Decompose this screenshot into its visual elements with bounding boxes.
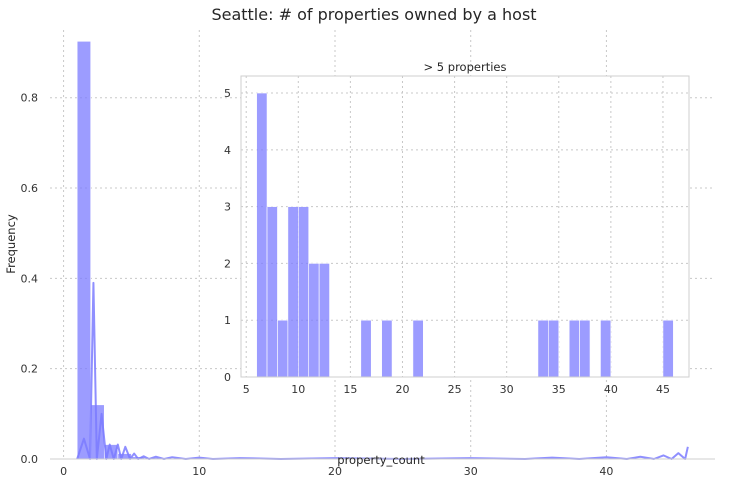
inset-x-tick-label: 40 xyxy=(604,383,618,396)
main-y-tick-label: 0.6 xyxy=(21,182,39,195)
inset-x-tick-label: 15 xyxy=(343,383,357,396)
inset-bar xyxy=(412,319,424,378)
inset-chart-title: > 5 properties xyxy=(424,60,507,74)
main-bar xyxy=(76,40,92,460)
inset-bar xyxy=(287,206,299,378)
main-y-tick-label: 0.2 xyxy=(21,363,39,376)
inset-x-tick-label: 10 xyxy=(291,383,305,396)
main-plot: 0 10 20 30 400.00.20.40.60.8 xyxy=(21,30,715,478)
inset-y-tick-label: 5 xyxy=(224,87,231,100)
main-y-tick-label: 0.4 xyxy=(21,272,39,285)
inset-x-tick-label: 5 xyxy=(243,383,250,396)
inset-bar xyxy=(360,319,372,378)
main-chart-title: Seattle: # of properties owned by a host xyxy=(211,5,536,24)
inset-bar xyxy=(277,319,289,378)
main-line-series xyxy=(76,281,689,460)
inset-bar xyxy=(537,319,549,378)
main-x-tick-label: 20 xyxy=(328,465,342,478)
inset-bar xyxy=(256,92,268,378)
inset-bar xyxy=(298,206,310,378)
inset-x-tick-label: 25 xyxy=(448,383,462,396)
inset-y-tick-label: 2 xyxy=(224,257,231,270)
main-x-axis-label: property_count xyxy=(337,453,425,467)
inset-y-tick-label: 4 xyxy=(224,144,231,157)
main-y-tick-label: 0.8 xyxy=(21,92,39,105)
inset-x-tick-label: 30 xyxy=(500,383,514,396)
inset-x-tick-label: 35 xyxy=(552,383,566,396)
inset-y-tick-label: 0 xyxy=(224,371,231,384)
main-y-tick-label: 0.0 xyxy=(21,453,39,466)
inset-bar xyxy=(318,263,330,378)
inset-bar xyxy=(308,263,320,378)
inset-bar xyxy=(579,319,591,378)
main-x-tick-label: 30 xyxy=(464,465,478,478)
main-x-tick-label: 0 xyxy=(60,465,67,478)
inset-bar xyxy=(548,319,560,378)
inset-bar xyxy=(662,319,674,378)
inset-bar xyxy=(266,206,278,378)
inset-bar xyxy=(381,319,393,378)
inset-y-tick-label: 1 xyxy=(224,314,231,327)
main-y-axis-label: Frequency xyxy=(4,214,18,274)
inset-y-tick-label: 3 xyxy=(224,201,231,214)
inset-bar xyxy=(600,319,612,378)
inset-x-tick-label: 45 xyxy=(656,383,670,396)
inset-frame xyxy=(240,75,690,378)
main-x-tick-label: 40 xyxy=(599,465,613,478)
inset-x-tick-label: 20 xyxy=(395,383,409,396)
main-x-tick-label: 10 xyxy=(192,465,206,478)
inset-bar xyxy=(568,319,580,378)
